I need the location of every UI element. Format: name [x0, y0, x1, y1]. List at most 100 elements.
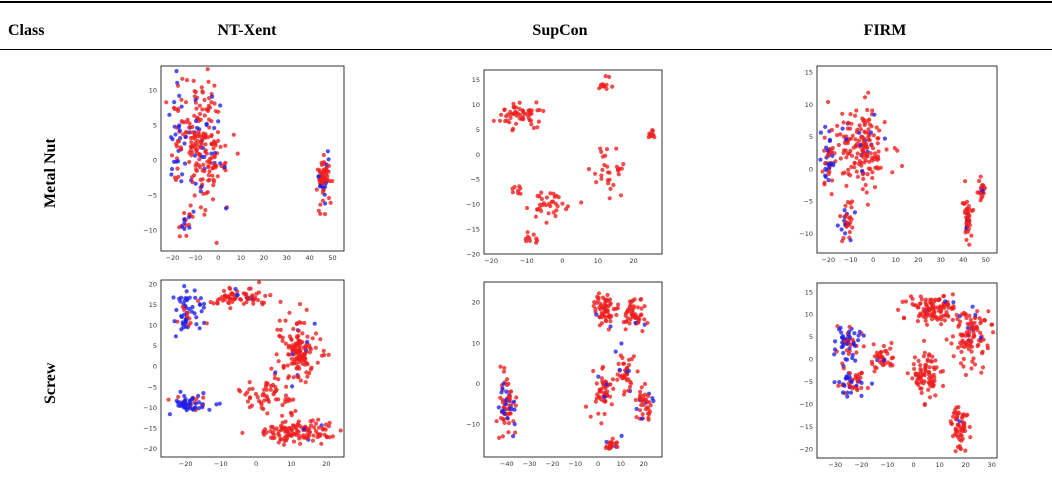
normal-point: [866, 134, 871, 139]
normal-point: [621, 162, 626, 167]
anomaly-point: [184, 289, 189, 294]
normal-point: [835, 324, 840, 329]
normal-point: [951, 414, 956, 419]
normal-point: [926, 387, 931, 392]
y-tick-label: 0: [809, 356, 813, 364]
normal-point: [923, 369, 928, 374]
anomaly-point: [179, 104, 184, 109]
normal-point: [272, 376, 277, 381]
normal-point: [593, 306, 598, 312]
normal-point: [278, 437, 283, 442]
normal-point: [953, 449, 958, 454]
normal-point: [647, 411, 652, 417]
normal-point: [287, 432, 292, 437]
anomaly-point: [198, 296, 203, 301]
x-tick-label: 10: [892, 256, 900, 264]
normal-point: [188, 148, 193, 153]
anomaly-point: [197, 400, 202, 405]
normal-point: [597, 305, 602, 310]
normal-point: [872, 369, 877, 374]
normal-point: [289, 428, 295, 433]
normal-point: [307, 350, 312, 355]
normal-point: [283, 393, 289, 398]
normal-point: [206, 79, 211, 84]
normal-point: [978, 330, 983, 335]
normal-point: [497, 435, 502, 440]
normal-point: [193, 134, 198, 139]
anomaly-point: [826, 178, 831, 183]
anomaly-point: [853, 358, 858, 363]
normal-point: [977, 178, 982, 184]
x-tick-label: 40: [959, 256, 967, 264]
normal-point: [268, 384, 274, 389]
normal-point: [275, 327, 280, 332]
normal-point: [858, 127, 863, 132]
anomaly-point: [858, 143, 863, 148]
anomaly-point: [832, 352, 837, 357]
normal-point: [501, 417, 506, 422]
anomaly-point: [177, 128, 182, 133]
anomaly-point: [218, 103, 223, 108]
anomaly-point: [839, 227, 844, 232]
normal-point: [181, 132, 186, 137]
anomaly-point: [326, 157, 331, 162]
normal-point: [311, 433, 316, 438]
normal-point: [644, 399, 650, 404]
normal-point: [513, 403, 518, 408]
anomaly-point: [193, 401, 198, 406]
normal-point: [211, 183, 216, 188]
normal-point: [950, 292, 955, 297]
normal-point: [327, 420, 332, 425]
anomaly-point: [209, 151, 214, 156]
normal-point: [600, 82, 605, 87]
normal-point: [605, 292, 610, 298]
normal-point: [214, 240, 219, 245]
normal-point: [299, 320, 304, 325]
normal-point: [969, 349, 974, 354]
normal-point: [963, 179, 968, 184]
normal-point: [276, 359, 281, 364]
normal-point: [826, 153, 831, 159]
header-firm: FIRM: [863, 22, 907, 39]
normal-point: [642, 304, 647, 309]
anomaly-point: [176, 125, 181, 130]
normal-point: [198, 117, 203, 122]
normal-point: [269, 366, 274, 371]
normal-point: [846, 381, 851, 386]
normal-point: [960, 338, 965, 343]
normal-point: [905, 371, 910, 376]
normal-point: [940, 383, 946, 389]
normal-point: [922, 402, 927, 407]
y-tick-label: 10: [805, 101, 813, 109]
normal-point: [853, 113, 858, 118]
normal-point: [259, 402, 264, 407]
normal-point: [944, 337, 949, 342]
normal-point: [533, 214, 538, 219]
normal-point: [211, 301, 216, 306]
normal-point: [843, 148, 848, 153]
x-tick-label: 0: [560, 257, 564, 265]
anomaly-point: [192, 153, 198, 158]
normal-point: [226, 301, 232, 306]
y-tick-label: 15: [472, 76, 480, 84]
normal-point: [185, 117, 190, 122]
anomaly-point: [182, 217, 187, 222]
normal-point: [956, 345, 961, 350]
anomaly-point: [848, 238, 853, 243]
normal-point: [639, 397, 644, 402]
normal-point: [188, 203, 193, 208]
x-tick-label: −40: [500, 460, 514, 468]
anomaly-point: [840, 335, 845, 340]
x-tick-label: 50: [328, 254, 336, 262]
normal-point: [192, 173, 197, 178]
normal-point: [174, 144, 179, 149]
row-label-screw: Screw: [42, 362, 59, 404]
y-tick-label: 5: [153, 122, 157, 130]
normal-point: [531, 232, 536, 237]
normal-point: [608, 302, 613, 307]
x-tick-label: −10: [844, 256, 858, 264]
normal-point: [840, 171, 845, 176]
anomaly-point: [613, 349, 618, 354]
normal-point: [300, 331, 305, 336]
normal-point: [847, 230, 852, 235]
